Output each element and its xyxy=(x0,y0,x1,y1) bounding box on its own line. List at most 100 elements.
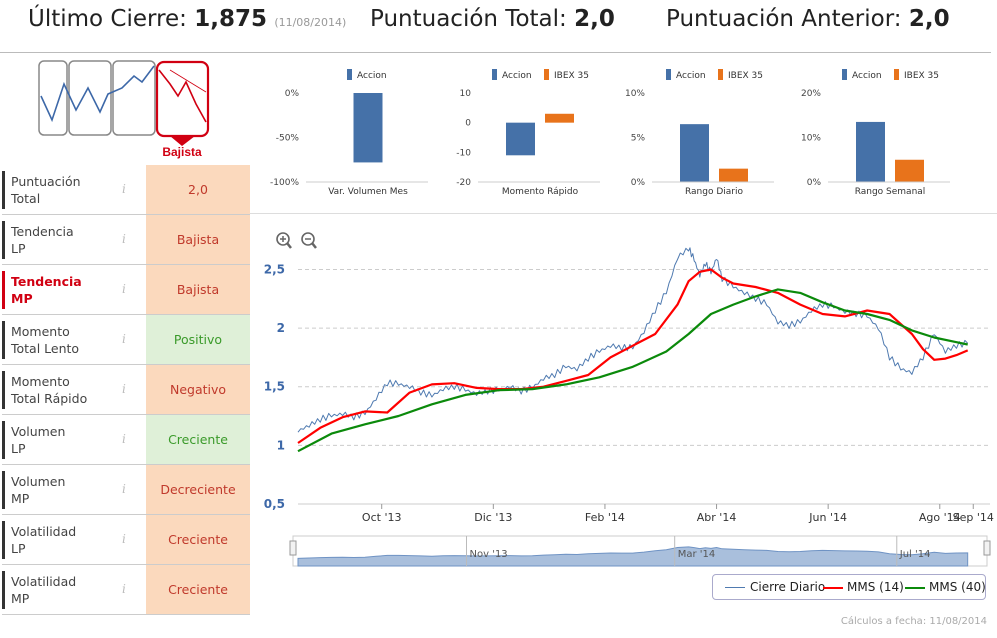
legend-mms40-swatch xyxy=(905,587,925,589)
indicator-label: Puntuación Total xyxy=(11,173,111,207)
line-mms40[interactable] xyxy=(297,288,968,453)
indicator-label-line1: Tendencia xyxy=(11,224,74,239)
price-chart-svg: 2,5 2 1,5 1 0,5 Oct '13 Dic '13 Feb '14 Abr '14 J… xyxy=(264,232,994,567)
legend-cierre-swatch xyxy=(725,587,745,588)
y-tick-label: 0% xyxy=(285,89,300,99)
info-icon[interactable]: i xyxy=(122,182,126,196)
chart-title: Rango Semanal xyxy=(855,187,926,197)
x-tick-label: Ago '14 xyxy=(919,511,961,524)
minichart-rango-diario: Accion IBEX 35 10% 5% 0% Rango Diario xyxy=(614,60,784,204)
y-tick-label: -20 xyxy=(456,178,471,188)
trend-icon: Bajista xyxy=(38,60,210,159)
indicator-label-line2: Total xyxy=(11,191,41,206)
trend-label: Bajista xyxy=(162,145,202,159)
indicator-row: Momento Total Rápido i Negativo xyxy=(2,365,250,415)
ultimo-cierre-date: (11/08/2014) xyxy=(274,16,347,29)
y-tick-label: 1,5 xyxy=(264,380,285,394)
indicator-marker xyxy=(2,271,5,309)
minichart-var-volumen-svg: Accion 0% -50% -100% Var. Volumen Mes xyxy=(270,69,428,197)
legend-swatch xyxy=(347,69,352,80)
indicator-label-line1: Volumen xyxy=(11,474,66,489)
indicator-value: Bajista xyxy=(146,265,250,314)
legend-mms40[interactable]: MMS (40) xyxy=(929,580,986,594)
legend-cierre[interactable]: Cierre Diario xyxy=(750,580,826,594)
indicator-value: 2,0 xyxy=(146,165,250,214)
x-tick-label: Dic '13 xyxy=(474,511,512,524)
info-icon[interactable]: i xyxy=(122,382,126,396)
x-tick-label: Sep '14 xyxy=(953,511,994,524)
indicator-value: Creciente xyxy=(146,565,250,614)
indicator-label-line1: Tendencia xyxy=(11,274,82,289)
navigator-handle-right[interactable] xyxy=(983,540,991,556)
line-cierre-diario[interactable] xyxy=(297,247,969,433)
info-icon[interactable]: i xyxy=(122,582,126,596)
puntuacion-anterior: Puntuación Anterior: 2,0 xyxy=(666,6,950,32)
info-icon[interactable]: i xyxy=(122,532,126,546)
indicator-label-line2: MP xyxy=(11,491,30,506)
zoom-in-icon[interactable] xyxy=(276,232,292,249)
indicator-list: Puntuación Total i 2,0 Tendencia LP i Bajista Te… xyxy=(2,165,250,615)
indicator-label-line2: LP xyxy=(11,241,26,256)
chart-legend[interactable]: Cierre Diario MMS (14) MMS (40) xyxy=(712,574,986,600)
indicator-row: Volatilidad LP i Creciente xyxy=(2,515,250,565)
legend-label: IBEX 35 xyxy=(728,71,763,81)
zoom-out-icon[interactable] xyxy=(301,232,317,249)
minichart-rango-diario-svg: Accion IBEX 35 10% 5% 0% Rango Diario xyxy=(625,69,774,197)
minichart-rango-semanal-svg: Accion IBEX 35 20% 10% 0% Rango Semanal xyxy=(801,69,950,197)
y-tick-label: 2 xyxy=(277,321,285,335)
legend-label: Accion xyxy=(502,71,532,81)
indicator-value: Positivo xyxy=(146,315,250,364)
bar-ibex[interactable] xyxy=(719,168,748,182)
legend-swatch xyxy=(492,69,497,80)
indicator-marker xyxy=(2,521,5,559)
navigator-label: Mar '14 xyxy=(678,549,716,560)
indicator-value: Decreciente xyxy=(146,465,250,514)
info-icon[interactable]: i xyxy=(122,482,126,496)
bar-accion[interactable] xyxy=(680,124,709,182)
chart-title: Rango Diario xyxy=(685,187,744,197)
legend-mms14-swatch xyxy=(823,587,843,589)
legend-swatch xyxy=(842,69,847,80)
y-tick-label: 0 xyxy=(465,119,471,129)
indicator-marker xyxy=(2,421,5,459)
indicator-value: Bajista xyxy=(146,215,250,264)
bar-accion[interactable] xyxy=(506,122,535,156)
legend-label: IBEX 35 xyxy=(554,71,589,81)
header-divider xyxy=(0,52,991,53)
indicator-label-line1: Volatilidad xyxy=(11,524,77,539)
x-tick-label: Abr '14 xyxy=(697,511,737,524)
indicator-label-line1: Momento xyxy=(11,324,70,339)
navigator-area xyxy=(297,546,969,567)
info-icon[interactable]: i xyxy=(122,432,126,446)
indicator-value: Creciente xyxy=(146,515,250,564)
x-tick-label: Jun '14 xyxy=(808,511,847,524)
minichart-var-volumen: Accion 0% -50% -100% Var. Volumen Mes xyxy=(268,60,438,204)
legend-mms14[interactable]: MMS (14) xyxy=(847,580,904,594)
bar-accion[interactable] xyxy=(856,121,885,182)
y-tick-label: 10% xyxy=(625,89,645,99)
indicator-label: Tendencia MP xyxy=(11,273,111,307)
info-icon[interactable]: i xyxy=(122,232,126,246)
y-tick-label: 0% xyxy=(807,178,822,188)
bar-ibex[interactable] xyxy=(895,159,924,182)
y-tick-label: -50% xyxy=(276,134,300,144)
navigator-handle-left[interactable] xyxy=(289,540,297,556)
indicator-label-line2: Total Lento xyxy=(11,341,80,356)
y-tick-label: -100% xyxy=(270,178,299,188)
ultimo-cierre: Último Cierre: 1,875 (11/08/2014) xyxy=(28,6,347,32)
info-icon[interactable]: i xyxy=(122,282,126,296)
indicator-row: Volatilidad MP i Creciente xyxy=(2,565,250,615)
indicator-label: Tendencia LP xyxy=(11,223,111,257)
bar-accion[interactable] xyxy=(353,93,383,163)
line-mms14[interactable] xyxy=(297,268,969,444)
price-chart: 2,5 2 1,5 1 0,5 Oct '13 Dic '13 Feb '14 Abr '14 J… xyxy=(250,213,997,613)
indicator-label: Volatilidad MP xyxy=(11,573,111,607)
indicator-row: Volumen MP i Decreciente xyxy=(2,465,250,515)
chart-title: Momento Rápido xyxy=(502,187,579,197)
info-icon[interactable]: i xyxy=(122,332,126,346)
bar-ibex[interactable] xyxy=(545,113,574,123)
indicator-label: Volumen LP xyxy=(11,423,111,457)
indicator-marker xyxy=(2,571,5,609)
legend-label: Accion xyxy=(852,71,882,81)
indicator-row: Momento Total Lento i Positivo xyxy=(2,315,250,365)
